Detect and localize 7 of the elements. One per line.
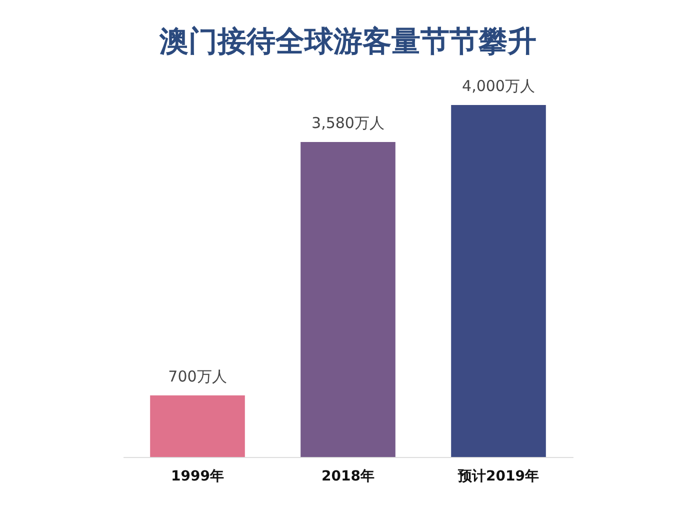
data-label: 3,580万人	[312, 114, 384, 132]
data-label: 4,000万人	[462, 77, 535, 95]
x-tick-label: 1999年	[171, 468, 224, 484]
data-label: 700万人	[168, 367, 227, 386]
x-tick-label: 预计2019年	[457, 468, 539, 484]
chart-title: 澳门接待全球游客量节节攀升	[158, 24, 536, 58]
x-tick-label: 2018年	[322, 468, 374, 484]
